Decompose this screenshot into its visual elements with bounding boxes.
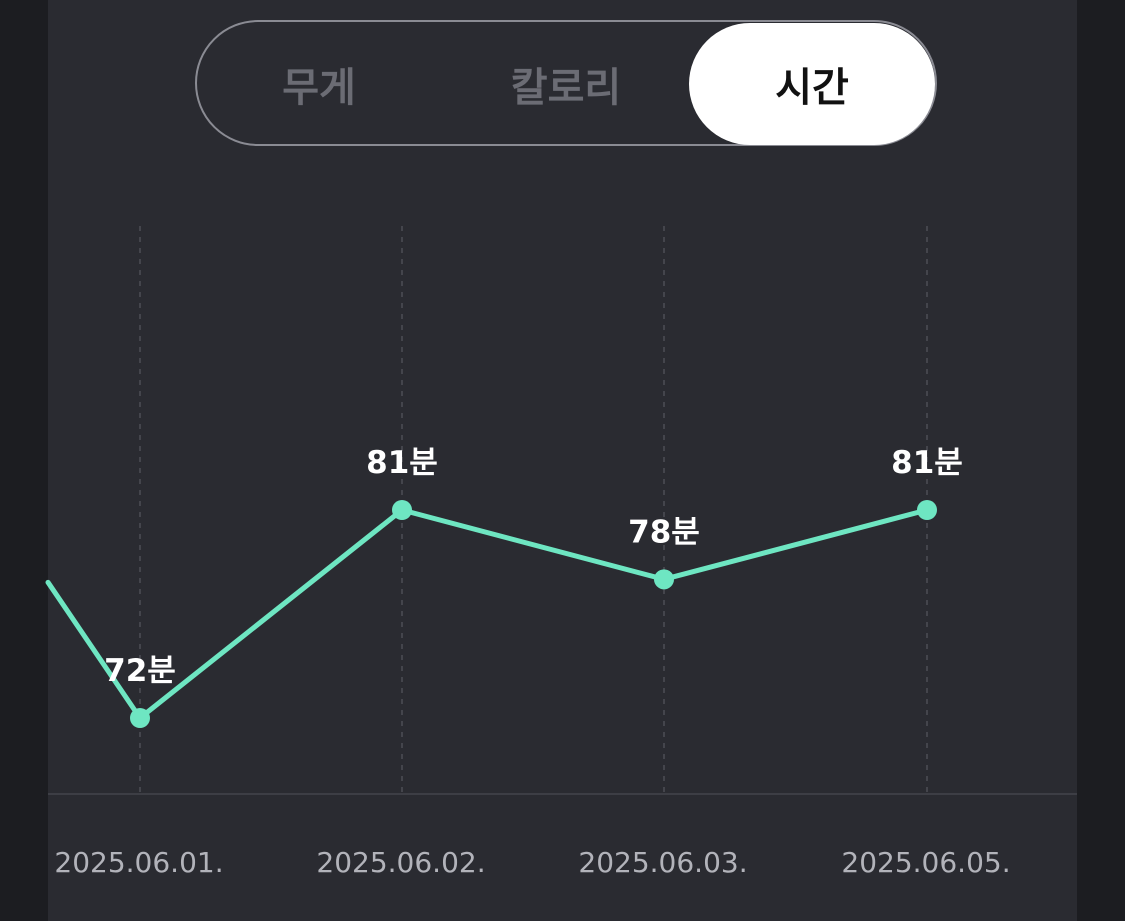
series-line	[45, 507, 930, 721]
data-label-2: 78분	[628, 514, 700, 550]
data-point-0	[130, 708, 150, 728]
data-point-1	[392, 500, 412, 520]
data-point-3	[917, 500, 937, 520]
chart-panel	[48, 0, 1077, 921]
data-label-0: 72분	[104, 653, 176, 689]
left-edge	[0, 0, 48, 921]
x-tick-label-2: 2025.06.03.	[578, 846, 747, 879]
tab-calories[interactable]: 칼로리	[510, 65, 622, 111]
x-tick-label-1: 2025.06.02.	[316, 846, 485, 879]
data-label-3: 81분	[891, 445, 963, 481]
chart-gridlines	[139, 226, 928, 794]
data-point-2	[654, 569, 674, 590]
right-edge	[1077, 0, 1125, 921]
metric-segmented-control: 무게 칼로리 시간	[195, 20, 937, 146]
tab-weight[interactable]: 무게	[282, 65, 356, 111]
chart-labels: 72분 81분 78분 81분 2025.06.01. 2025.06.02. 2025.0…	[54, 445, 1010, 879]
x-tick-label-3: 2025.06.05.	[841, 846, 1010, 879]
x-tick-label-0: 2025.06.01.	[54, 846, 223, 879]
data-label-1: 81분	[366, 445, 438, 481]
chart-series	[45, 500, 937, 728]
tab-time[interactable]: 시간	[689, 23, 935, 145]
